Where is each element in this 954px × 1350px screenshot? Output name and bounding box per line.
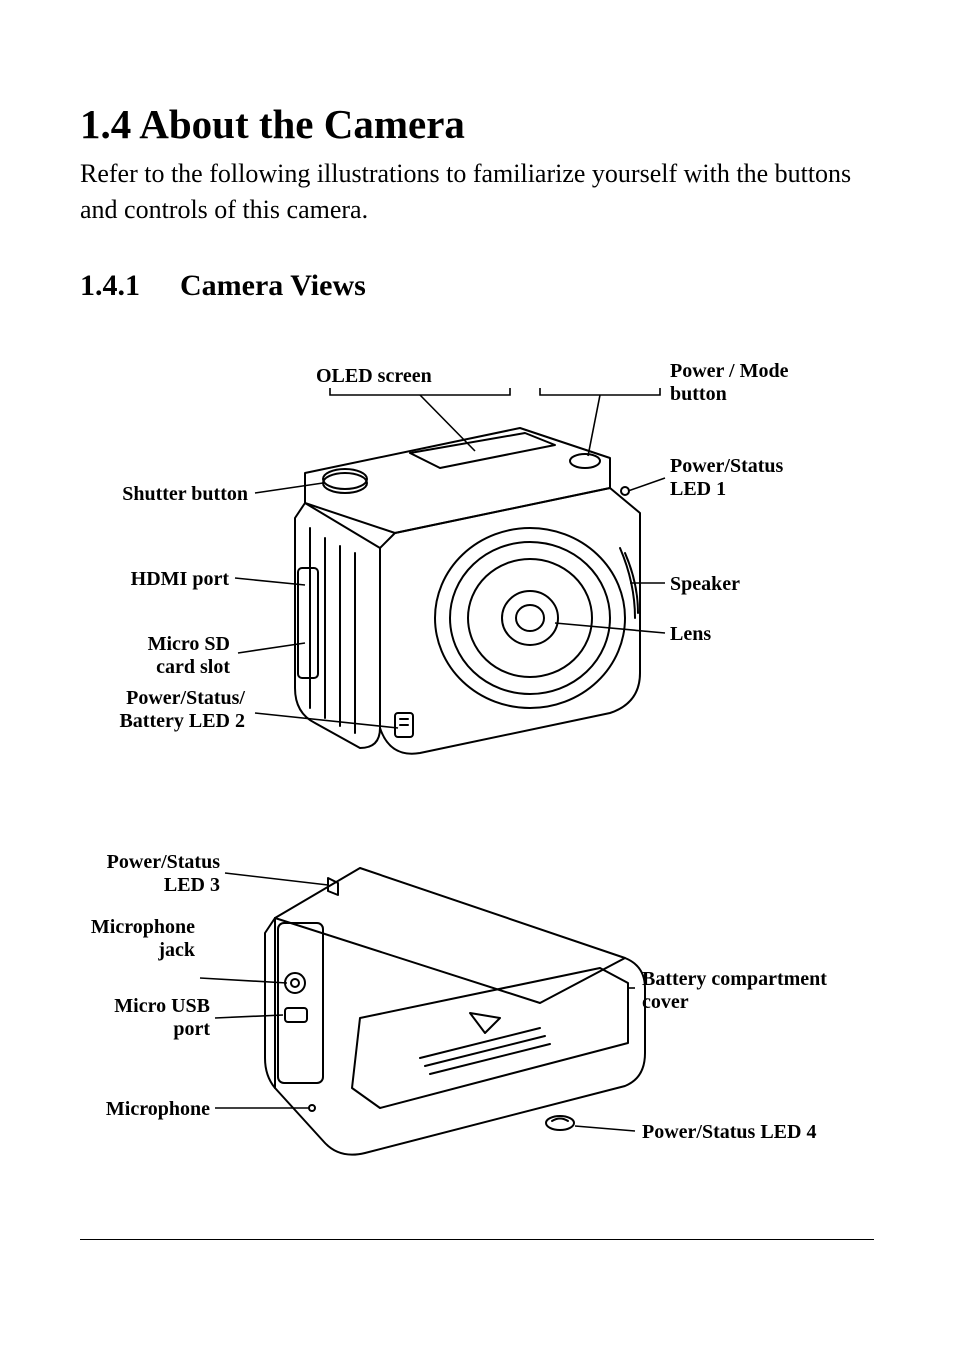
subsection-title: Camera Views <box>180 269 366 302</box>
camera-back-diagram: Power/Status LED 3 Microphone jack Micro… <box>80 823 874 1183</box>
label-psb-led2: Power/Status/ Battery LED 2 <box>85 687 245 733</box>
section-heading: 1.4 About the Camera <box>80 100 874 148</box>
label-microphone: Microphone <box>82 1098 210 1121</box>
label-ps-led4: Power/Status LED 4 <box>642 1121 816 1144</box>
label-micro-sd: Micro SD card slot <box>130 633 230 679</box>
label-shutter-button: Shutter button <box>98 483 248 506</box>
label-power-status-led1: Power/Status LED 1 <box>670 455 783 501</box>
label-speaker: Speaker <box>670 573 740 596</box>
label-ps-led3: Power/Status LED 3 <box>80 851 220 897</box>
label-lens: Lens <box>670 623 711 646</box>
label-battery-cover: Battery compartment cover <box>642 968 827 1014</box>
subsection-heading: 1.4.1 Camera Views <box>80 269 874 303</box>
label-micro-usb: Micro USB port <box>90 995 210 1041</box>
label-hdmi-port: HDMI port <box>114 568 229 591</box>
camera-front-diagram: OLED screen Power / Mode button Power/St… <box>80 333 874 793</box>
subsection-number: 1.4.1 <box>80 269 140 303</box>
label-mic-jack: Microphone jack <box>70 916 195 962</box>
label-oled-screen: OLED screen <box>316 365 432 388</box>
label-power-mode-button: Power / Mode button <box>670 360 789 406</box>
body-paragraph: Refer to the following illustrations to … <box>80 156 874 229</box>
footer-rule <box>80 1239 874 1240</box>
